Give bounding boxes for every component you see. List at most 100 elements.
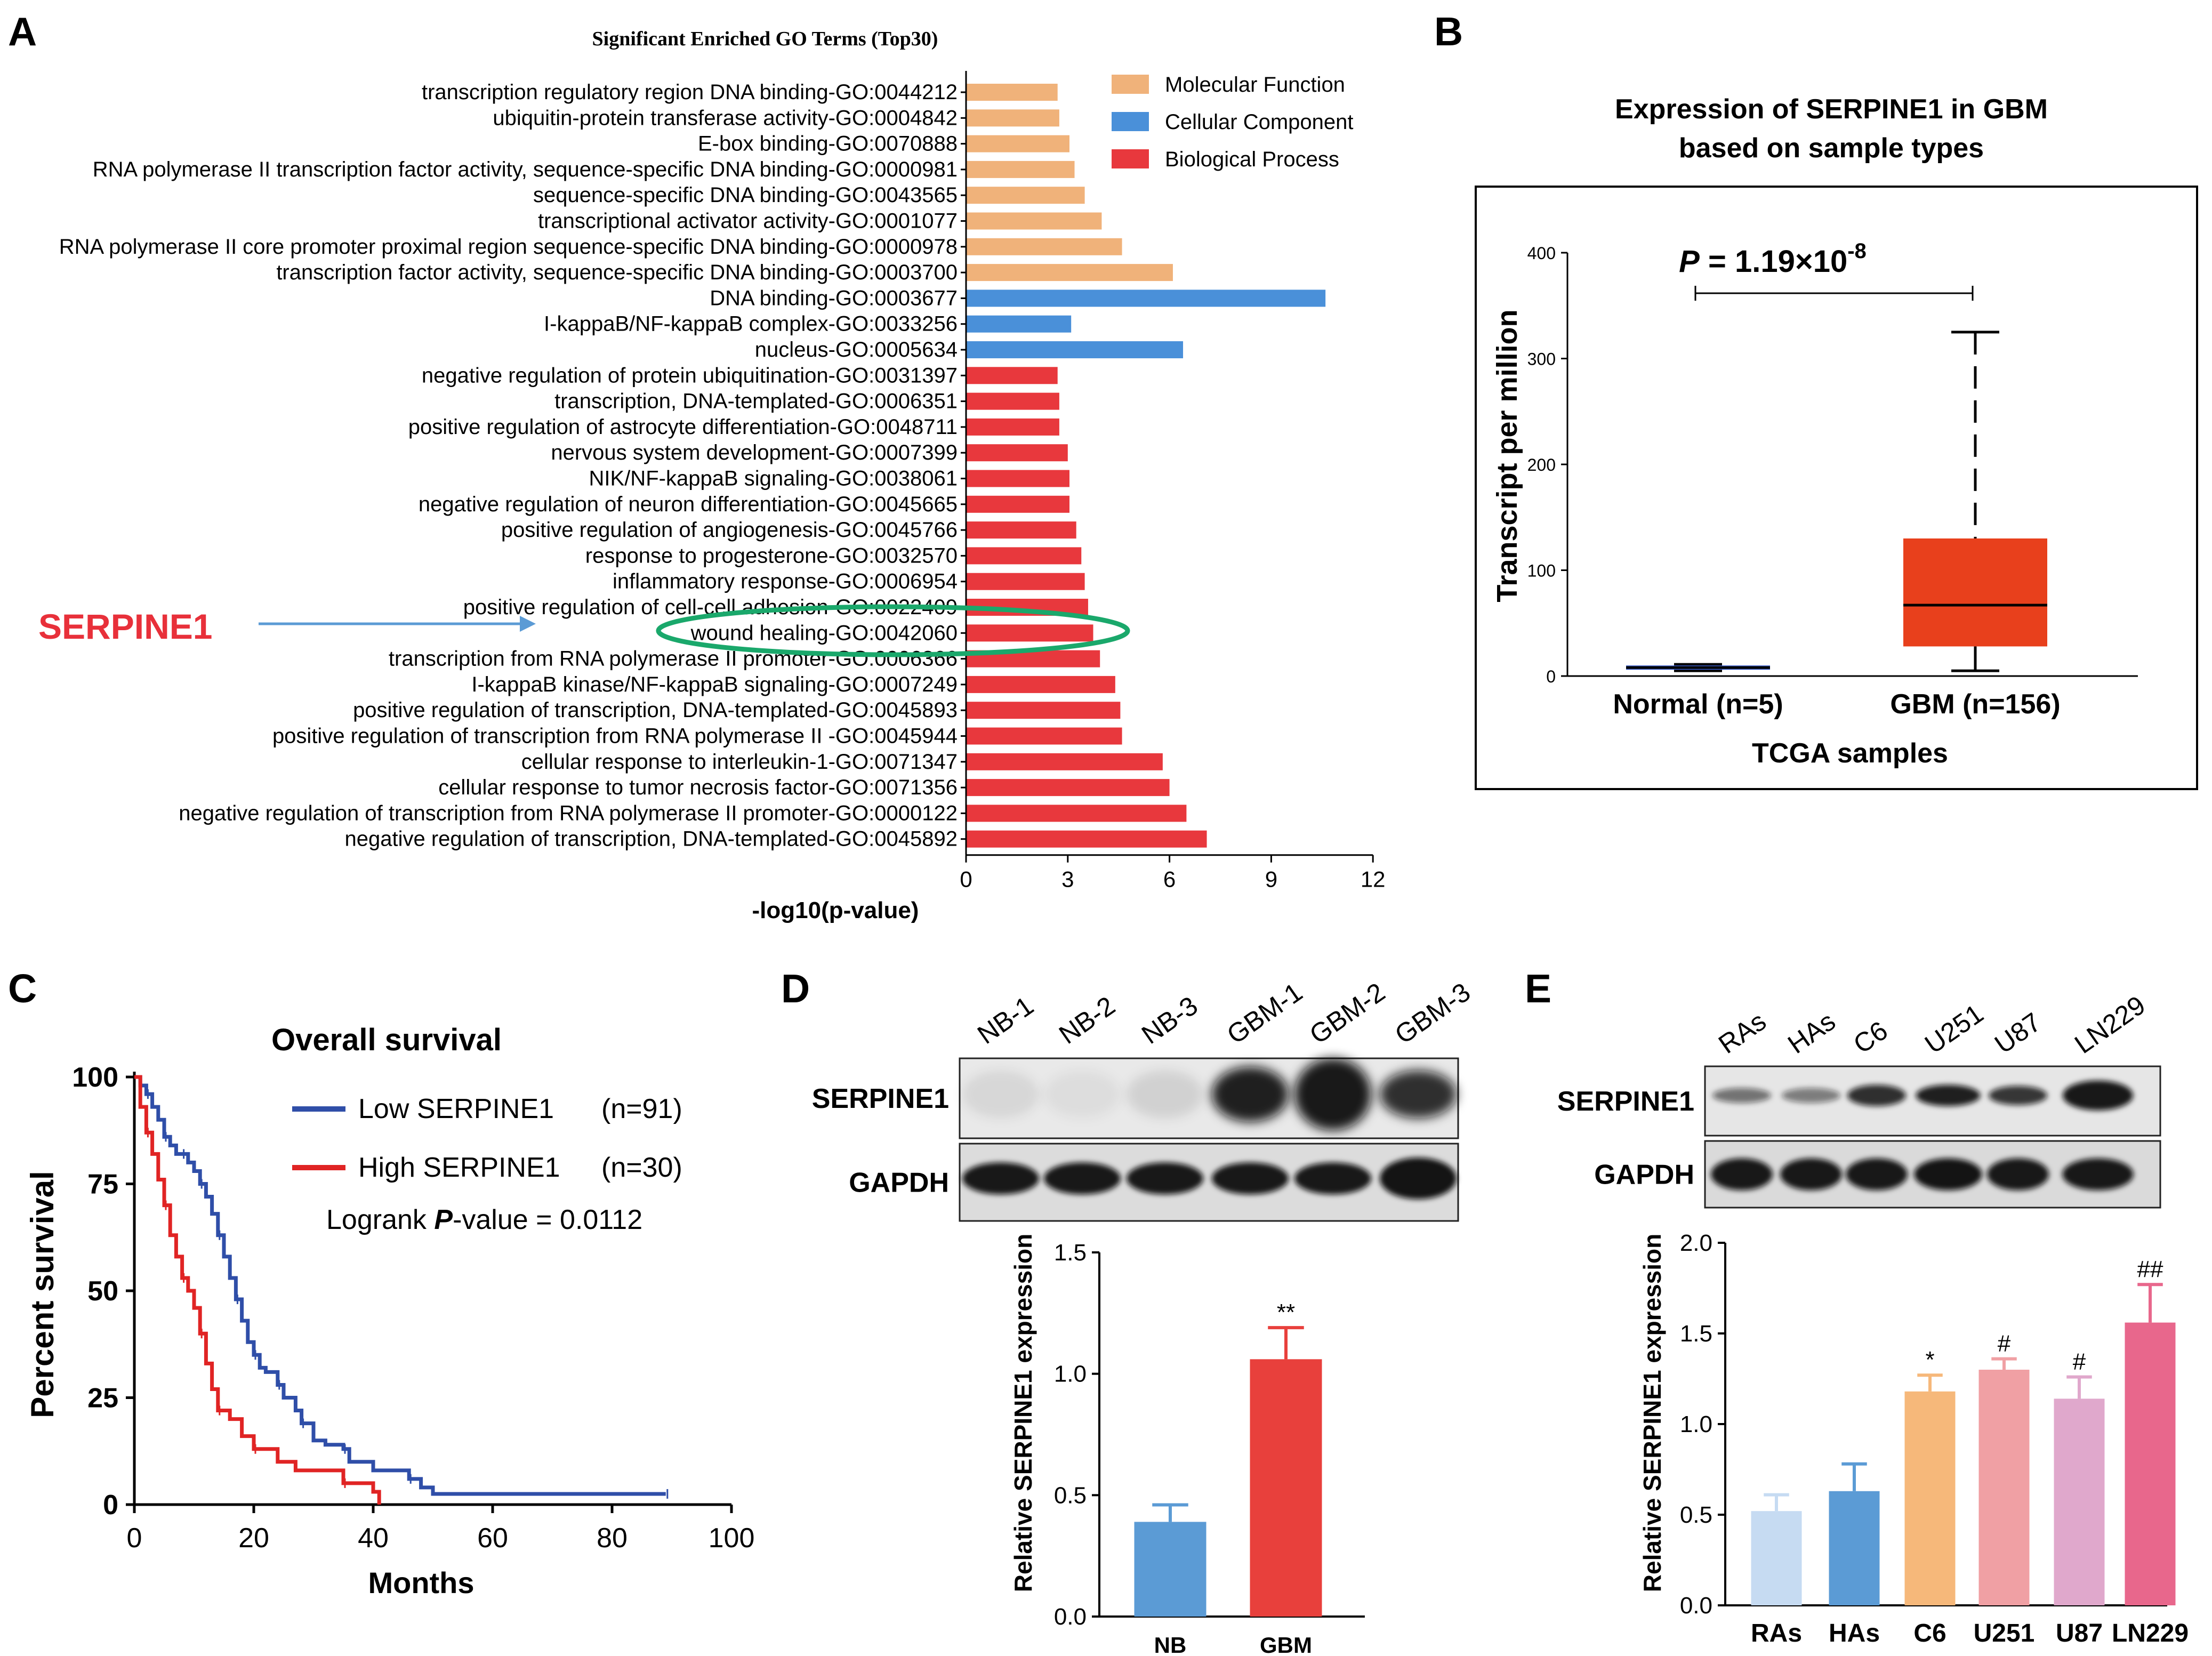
blot-band — [1294, 1058, 1371, 1130]
legend-high-name: High SERPINE1 — [358, 1152, 560, 1183]
panel-d-label: D — [781, 966, 810, 1011]
go-term-label: cellular response to tumor necrosis fact… — [438, 776, 958, 799]
bar — [1829, 1491, 1880, 1605]
survival-y-tick-label: 75 — [87, 1169, 118, 1200]
bar — [2054, 1398, 2105, 1605]
go-legend-swatch — [1112, 149, 1149, 168]
go-bar — [966, 702, 1121, 719]
blot-band — [1846, 1158, 1908, 1191]
go-bar — [966, 521, 1076, 539]
blot-lane-label: NB-3 — [1136, 991, 1203, 1050]
blot-membrane — [959, 1143, 1459, 1222]
blot-lane-label: C6 — [1848, 1015, 1893, 1059]
go-x-tick-label: 6 — [1163, 867, 1176, 892]
go-bar — [966, 187, 1085, 204]
go-bar — [966, 238, 1122, 255]
bar-category-label: NB — [1154, 1633, 1187, 1656]
box-plot-area: 0 100 200 300 400 Normal (n=5) GBM (n=156) — [1527, 244, 2138, 720]
go-term-label: positive regulation of transcription fro… — [272, 725, 958, 748]
go-bar — [966, 830, 1207, 848]
go-legend-label: Cellular Component — [1165, 110, 1354, 134]
go-term-label: negative regulation of neuron differenti… — [419, 493, 958, 516]
blot-lane-label: GBM-1 — [1221, 977, 1308, 1050]
go-legend: Molecular Function Cellular Component Biol… — [1112, 73, 1354, 171]
go-bars — [966, 84, 1326, 848]
blot-band — [1212, 1066, 1289, 1122]
go-bar — [966, 367, 1058, 384]
go-bar — [966, 418, 1059, 436]
box-category-label: GBM (n=156) — [1890, 689, 2060, 720]
go-term-label: nervous system development-GO:0007399 — [551, 441, 958, 464]
blot-lane-label: HAs — [1782, 1006, 1841, 1059]
box-x-axis-label: TCGA samples — [1752, 738, 1948, 769]
blot-band — [962, 1162, 1039, 1195]
go-term-label: transcription factor activity, sequence-… — [276, 261, 958, 284]
go-term-label: positive regulation of astrocyte differe… — [408, 415, 958, 439]
bar-category-label: RAs — [1751, 1619, 1802, 1647]
blot-band — [1127, 1162, 1203, 1195]
blot-band — [1044, 1070, 1121, 1119]
go-bar — [966, 109, 1059, 127]
box-y-axis-label: Transcript per million — [1491, 309, 1523, 602]
box-y-tick-label: 0 — [1546, 667, 1556, 686]
survival-y-tick-label: 0 — [103, 1490, 118, 1521]
panel-e-label: E — [1525, 966, 1551, 1011]
survival-y-tick-label: 25 — [87, 1383, 118, 1414]
annotation-arrow-head — [520, 616, 536, 632]
go-term-label: RNA polymerase II transcription factor a… — [93, 158, 958, 181]
significance-marker: * — [1925, 1347, 1934, 1373]
go-legend-swatch — [1112, 75, 1149, 94]
survival-x-tick-label: 0 — [127, 1523, 142, 1554]
go-x-axis: 0 3 6 9 12 — [960, 71, 1386, 892]
bar-y-tick-label: 2.0 — [1680, 1230, 1712, 1256]
go-bar — [966, 212, 1102, 230]
box-y-tick-label: 200 — [1527, 455, 1556, 475]
blot-band — [2062, 1158, 2134, 1191]
legend-low-name: Low SERPINE1 — [358, 1094, 554, 1124]
bar — [1904, 1391, 1956, 1605]
go-bar — [966, 727, 1122, 745]
go-bar — [966, 547, 1082, 565]
blot-band — [1914, 1158, 1982, 1191]
blot-lane-label: NB-2 — [1053, 991, 1120, 1050]
blot-lane-label: U251 — [1919, 999, 1989, 1059]
bar-y-tick-label: 1.0 — [1680, 1411, 1712, 1437]
go-x-axis-label: -log10(p-value) — [752, 897, 919, 923]
go-term-label: E-box binding-GO:0070888 — [698, 132, 958, 156]
bar-y-tick-label: 1.5 — [1680, 1321, 1712, 1347]
go-term-label: negative regulation of transcription, DN… — [344, 827, 958, 851]
bar-y-tick-label: 0.5 — [1680, 1502, 1712, 1528]
survival-curve-low — [134, 1075, 666, 1496]
significance-marker: ## — [2137, 1256, 2163, 1282]
survival-x-tick-label: 20 — [238, 1523, 269, 1554]
box-pvalue-text: = 1.19×10 — [1700, 244, 1847, 279]
go-term-label: NIK/NF-kappaB signaling-GO:0038061 — [589, 467, 958, 491]
go-term-label: RNA polymerase II core promoter proximal… — [59, 235, 958, 259]
blot-band — [1380, 1157, 1457, 1200]
bar-y-tick-label: 0.0 — [1680, 1593, 1712, 1619]
bar-chart-e: 0.0 0.5 1.0 1.5 2.0 RAs HAs C6 * U251 # U87 # LN229 ## — [1680, 1230, 2189, 1647]
go-bar — [966, 495, 1069, 513]
box-plot-frame — [1475, 186, 2198, 790]
significance-marker: # — [2073, 1349, 2086, 1375]
blot-band — [1916, 1084, 1981, 1106]
blot-lane-label: GBM-2 — [1304, 977, 1390, 1050]
bar-y-tick-label: 1.0 — [1054, 1361, 1087, 1387]
go-term-label: DNA binding-GO:0003677 — [710, 286, 958, 310]
survival-y-tick-label: 100 — [72, 1062, 118, 1093]
blot-band — [1847, 1084, 1906, 1106]
box-y-tick-label: 400 — [1527, 244, 1556, 263]
bar-category-label: HAs — [1829, 1619, 1880, 1647]
blot-row-label: SERPINE1 — [812, 1083, 949, 1114]
go-term-label: transcription, DNA-templated-GO:0006351 — [554, 390, 958, 413]
go-term-label: response to progesterone-GO:0032570 — [585, 544, 958, 567]
survival-curve-high — [134, 1075, 381, 1505]
go-x-tick-label: 9 — [1265, 867, 1277, 892]
blot-band — [962, 1070, 1039, 1119]
bar-category-label: C6 — [1913, 1619, 1946, 1647]
box-y-tick-label: 300 — [1527, 350, 1556, 369]
survival-title: Overall survival — [271, 1023, 502, 1057]
go-bar — [966, 470, 1069, 487]
bar — [1978, 1370, 2030, 1605]
